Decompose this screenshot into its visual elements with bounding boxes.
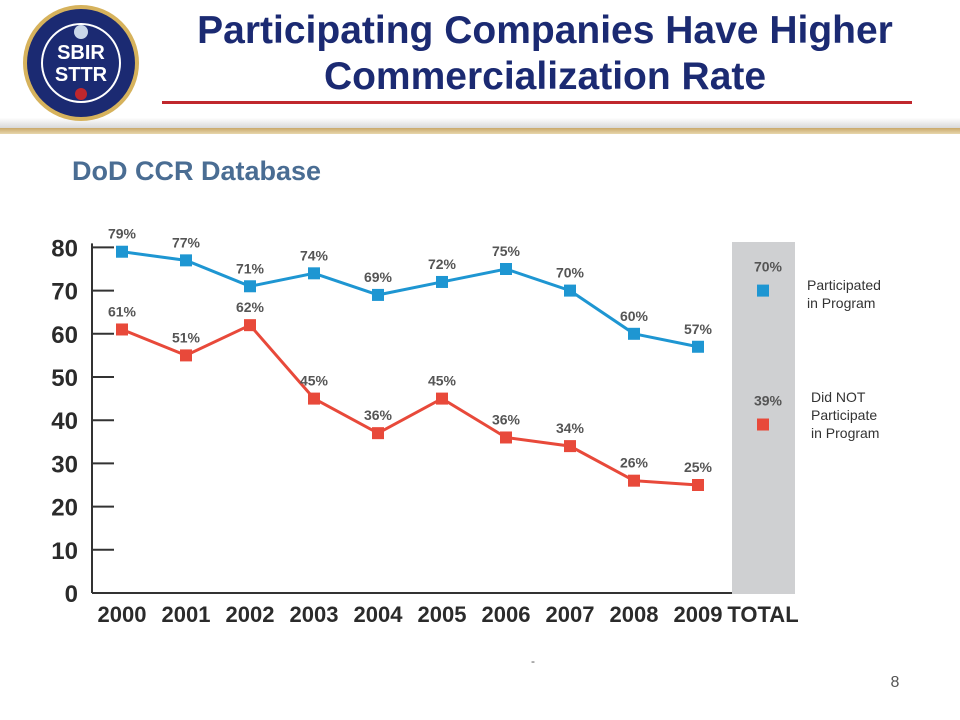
- slide-header: [0, 0, 960, 128]
- seal-text-sttr: STTR: [55, 64, 108, 86]
- x-tick-label: 2006: [482, 602, 531, 627]
- chart-title: DoD CCR Database: [72, 156, 321, 186]
- x-tick-label: 2009: [674, 602, 723, 627]
- data-label-not_participated: 45%: [300, 373, 329, 389]
- legend-text-not_participated: Did NOT: [811, 389, 866, 405]
- y-tick-label: 80: [51, 235, 78, 262]
- data-label-participated: 72%: [428, 256, 457, 272]
- y-tick-label: 60: [51, 322, 78, 349]
- x-tick-label: 2000: [98, 602, 147, 627]
- y-tick-label: 10: [51, 538, 78, 565]
- data-label-not_participated: 34%: [556, 420, 585, 436]
- x-tick-label: 2004: [354, 602, 404, 627]
- data-label-not_participated: 26%: [620, 455, 649, 471]
- data-point-participated: [628, 327, 640, 340]
- data-point-not_participated: [692, 479, 704, 491]
- total-label-not_participated: 39%: [754, 393, 783, 409]
- data-point-participated: [308, 267, 320, 280]
- data-point-participated: [436, 275, 448, 288]
- series-line-participated: [121, 250, 699, 349]
- x-tick-label: 2008: [610, 602, 659, 627]
- data-point-not_participated: [244, 319, 256, 332]
- data-label-participated: 57%: [684, 321, 713, 337]
- x-tick-label-total: TOTAL: [727, 602, 798, 627]
- data-point-not_participated: [116, 323, 128, 336]
- data-label-not_participated: 25%: [684, 459, 713, 475]
- y-tick-label: 50: [51, 365, 78, 392]
- data-point-not_participated: [628, 474, 640, 487]
- data-label-not_participated: 45%: [428, 373, 457, 389]
- data-point-participated: [244, 280, 256, 293]
- data-label-not_participated: 62%: [236, 299, 265, 315]
- data-point-participated: [500, 263, 512, 275]
- series-line-not_participated: [121, 323, 699, 487]
- data-point-not_participated: [564, 440, 576, 453]
- legend-text-participated: in Program: [807, 295, 875, 311]
- title-underline: [162, 101, 912, 104]
- data-point-not_participated: [372, 427, 384, 440]
- total-band: [732, 242, 795, 594]
- x-tick-label: 2005: [418, 602, 467, 627]
- y-tick-label: 70: [51, 279, 78, 306]
- data-point-not_participated: [436, 392, 448, 405]
- data-label-participated: 69%: [364, 269, 393, 285]
- x-tick-label: 2001: [162, 602, 211, 627]
- total-label-participated: 70%: [754, 259, 783, 275]
- data-label-not_participated: 36%: [492, 411, 521, 427]
- data-point-participated: [692, 340, 704, 353]
- x-tick-label: 2007: [546, 602, 595, 627]
- data-label-participated: 75%: [492, 243, 521, 259]
- data-label-not_participated: 61%: [108, 303, 137, 319]
- data-point-participated: [564, 284, 576, 297]
- x-tick-label: 2002: [226, 602, 275, 627]
- legend-text-participated: Participated: [807, 277, 881, 293]
- y-tick-label: 40: [51, 408, 78, 435]
- commercialization-line-chart: DoD CCR Database 0 10 20 30 40 50 60 70 80 2000 200…: [51, 156, 881, 627]
- legend-text-not_participated: in Program: [811, 425, 879, 441]
- header-gold-band: [0, 128, 960, 134]
- data-point-not_participated: [500, 431, 512, 444]
- y-tick-label: 0: [65, 581, 78, 608]
- data-label-participated: 74%: [300, 247, 329, 263]
- legend-text-not_participated: Participate: [811, 407, 877, 423]
- data-label-participated: 70%: [556, 265, 585, 281]
- data-point-not_participated: [308, 392, 320, 405]
- data-label-participated: 79%: [108, 226, 137, 242]
- total-point-participated: [757, 284, 769, 297]
- x-tick-label: 2003: [290, 602, 339, 627]
- footer-mark: -: [531, 654, 535, 668]
- data-point-participated: [372, 288, 384, 301]
- total-point-not_participated: [757, 418, 769, 431]
- data-point-participated: [180, 254, 192, 267]
- slide-title: Participating Companies Have Higher Comm…: [197, 9, 893, 98]
- data-label-not_participated: 36%: [364, 407, 393, 423]
- y-tick-label: 20: [51, 495, 78, 522]
- data-point-participated: [116, 245, 128, 258]
- seal-text-sbir: SBIR: [57, 42, 105, 64]
- data-label-participated: 60%: [620, 308, 649, 324]
- page-number: 8: [890, 674, 900, 691]
- data-label-not_participated: 51%: [172, 329, 201, 345]
- data-label-participated: 71%: [236, 260, 265, 276]
- data-label-participated: 77%: [172, 234, 201, 250]
- data-point-not_participated: [180, 349, 192, 362]
- sbir-sttr-navy-seal: SBIR STTR: [23, 5, 139, 121]
- y-tick-label: 30: [51, 451, 78, 478]
